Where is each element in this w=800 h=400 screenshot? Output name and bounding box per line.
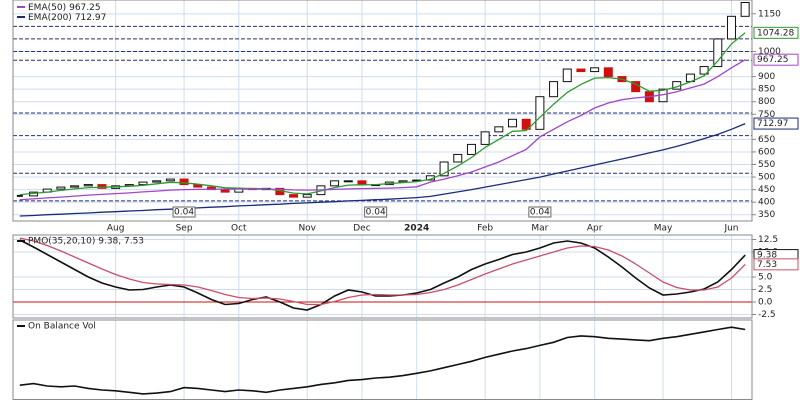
series-line [19,32,746,196]
dividend-box [364,206,388,218]
y-tick-label: -2.5 [758,310,776,320]
candle [330,180,340,187]
candle [576,68,586,73]
candle [699,66,709,75]
legend-value: 967.25 [69,3,101,13]
value-box [753,53,799,66]
x-tick-label: Jun [723,224,738,234]
y-tick-label: 550 [758,160,775,170]
x-tick-label: Mar [531,224,548,234]
candle [740,2,750,17]
candle [289,194,299,198]
legend-name: EMA(200) [28,13,72,23]
x-tick-label: May [654,224,673,234]
y-tick-label: 450 [758,185,775,195]
y-tick-label: 2.5 [758,285,772,295]
candle [508,118,518,128]
value-box [753,26,799,39]
candle [152,180,162,183]
candle [466,143,476,155]
dividend-box [172,206,196,218]
value-box-label: 1074.28 [757,28,794,38]
x-tick-label: Aug [107,224,125,234]
series-line [19,59,746,201]
series-line [19,239,746,311]
candle [521,118,531,130]
dividend-label: 0.04 [530,208,550,218]
candle [480,131,490,145]
panel: 350 400 450 500 550 600 650 750 800 850 900 1000 115… [12,0,799,222]
series-line [19,237,746,306]
x-tick-label: 2024 [404,224,429,234]
y-tick-label: 500 [758,173,775,183]
legend-entry: EMA(50) 967.25 [28,3,101,13]
candle [220,189,230,193]
y-tick-label: 650 [758,135,775,145]
candle [97,184,107,189]
legend-value: 712.97 [75,13,107,23]
candle [179,178,189,186]
x-tick-label: Apr [587,224,603,234]
panel: On Balance Vol [12,319,753,400]
candle [562,68,572,83]
dividend-box [528,206,552,218]
candle [343,180,353,183]
dividend-label: 0.04 [174,208,194,218]
x-tick-label: Oct [231,224,247,234]
legend-name: EMA(50) [28,3,66,13]
candle [494,126,504,133]
candle [56,186,66,190]
value-box-label: 967.25 [757,55,789,65]
panel-title: On Balance Vol [28,322,96,332]
value-box [753,117,799,130]
y-tick-label: 12.5 [758,235,778,245]
value-box-label: 712.97 [757,119,789,129]
y-tick-label: 5.0 [758,273,773,283]
candle [70,185,80,188]
candle [302,194,312,198]
candle [713,38,723,68]
candle [726,15,736,40]
y-tick-label: 800 [758,97,775,107]
candle [549,81,559,98]
panel-background [13,320,752,400]
series-line [19,326,746,395]
candle [453,153,463,163]
legend-entry: EMA(200) 712.97 [28,13,106,23]
value-box-label: 9.38 [757,251,777,261]
x-tick-label: Nov [298,224,316,234]
x-tick-label: Feb [477,224,493,234]
panel-border [12,234,753,319]
panel: 12.510.05.02.50.0-2.59.387.53PMO(35,20,1… [12,234,799,320]
y-tick-label: 900 [758,72,775,82]
x-tick-label: Dec [353,224,370,234]
dividend-label: 0.04 [366,208,386,218]
candle [138,181,148,186]
y-tick-label: 400 [758,198,775,208]
y-tick-label: 1000 [758,47,781,57]
panel-title: PMO(35,20,10) 9.38, 7.53 [28,237,144,247]
series-line [19,122,746,217]
candle [83,184,93,187]
y-tick-label: 850 [758,85,775,95]
y-tick-label: 0.0 [758,298,773,308]
value-box [753,258,799,271]
panel-border [12,0,753,222]
y-tick-label: 1150 [758,9,781,19]
y-tick-label: 600 [758,147,775,157]
candle [165,178,175,182]
candle [535,96,545,130]
candle [439,161,449,177]
x-tick-label: Sep [176,224,193,234]
y-tick-label: 750 [758,110,775,120]
candle [590,67,600,73]
candle [357,180,367,186]
y-tick-label: 350 [758,210,775,220]
value-box-label: 7.53 [757,260,777,270]
candle [603,67,613,78]
